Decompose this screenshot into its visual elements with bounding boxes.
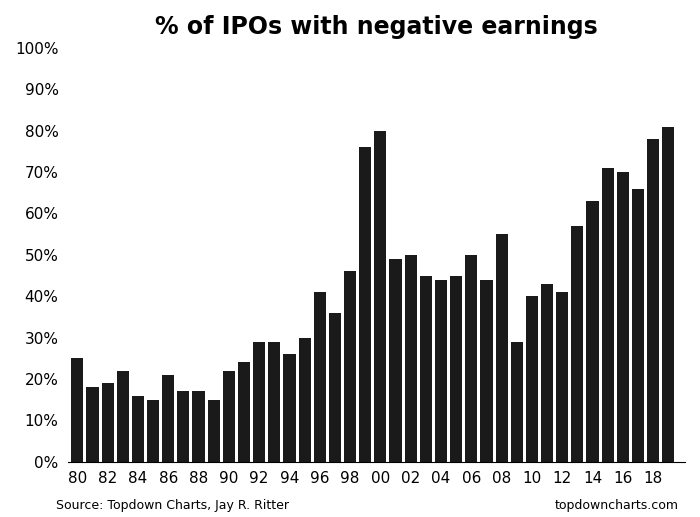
Bar	[602, 168, 614, 462]
Bar	[329, 313, 341, 462]
Bar	[435, 280, 447, 462]
Bar	[223, 371, 235, 462]
Bar	[268, 342, 281, 462]
Text: topdowncharts.com: topdowncharts.com	[555, 499, 679, 512]
Bar	[193, 391, 204, 462]
Bar	[177, 391, 190, 462]
Bar	[299, 338, 311, 462]
Bar	[571, 226, 584, 462]
Title: % of IPOs with negative earnings: % of IPOs with negative earnings	[155, 15, 598, 39]
Bar	[511, 342, 523, 462]
Bar	[359, 147, 371, 462]
Bar	[405, 255, 416, 462]
Text: Source: Topdown Charts, Jay R. Ritter: Source: Topdown Charts, Jay R. Ritter	[56, 499, 289, 512]
Bar	[556, 292, 568, 462]
Bar	[450, 276, 462, 462]
Bar	[86, 387, 99, 462]
Bar	[496, 234, 508, 462]
Bar	[284, 354, 295, 462]
Bar	[541, 284, 553, 462]
Bar	[466, 255, 477, 462]
Bar	[480, 280, 493, 462]
Bar	[102, 383, 113, 462]
Bar	[344, 271, 356, 462]
Bar	[420, 276, 432, 462]
Bar	[208, 400, 220, 462]
Bar	[314, 292, 326, 462]
Bar	[662, 127, 674, 462]
Bar	[71, 358, 83, 462]
Bar	[253, 342, 265, 462]
Bar	[526, 296, 538, 462]
Bar	[587, 201, 598, 462]
Bar	[238, 362, 250, 462]
Bar	[132, 396, 144, 462]
Bar	[617, 172, 629, 462]
Bar	[117, 371, 129, 462]
Bar	[162, 375, 174, 462]
Bar	[632, 189, 644, 462]
Bar	[147, 400, 159, 462]
Bar	[647, 139, 659, 462]
Bar	[374, 131, 386, 462]
Bar	[389, 259, 402, 462]
